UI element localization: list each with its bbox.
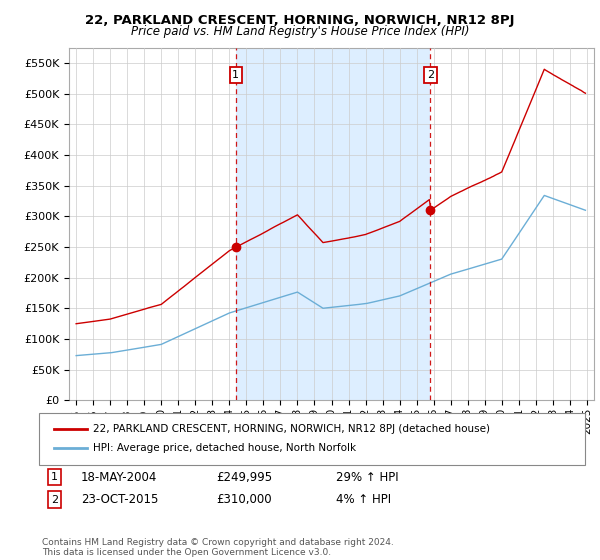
Text: £310,000: £310,000 bbox=[216, 493, 272, 506]
Text: 29% ↑ HPI: 29% ↑ HPI bbox=[336, 470, 398, 484]
Text: 4% ↑ HPI: 4% ↑ HPI bbox=[336, 493, 391, 506]
Text: 1: 1 bbox=[51, 472, 58, 482]
Text: 22, PARKLAND CRESCENT, HORNING, NORWICH, NR12 8PJ: 22, PARKLAND CRESCENT, HORNING, NORWICH,… bbox=[85, 14, 515, 27]
Text: 18-MAY-2004: 18-MAY-2004 bbox=[81, 470, 157, 484]
Bar bbox=[236, 48, 430, 400]
Text: 22, PARKLAND CRESCENT, HORNING, NORWICH, NR12 8PJ (detached house): 22, PARKLAND CRESCENT, HORNING, NORWICH,… bbox=[93, 424, 490, 434]
Text: 23-OCT-2015: 23-OCT-2015 bbox=[81, 493, 158, 506]
Text: 1: 1 bbox=[232, 70, 239, 80]
Text: £249,995: £249,995 bbox=[216, 470, 272, 484]
Text: 2: 2 bbox=[427, 70, 434, 80]
Text: HPI: Average price, detached house, North Norfolk: HPI: Average price, detached house, Nort… bbox=[93, 443, 356, 453]
Text: Price paid vs. HM Land Registry's House Price Index (HPI): Price paid vs. HM Land Registry's House … bbox=[131, 25, 469, 38]
Text: 2: 2 bbox=[51, 494, 58, 505]
Text: Contains HM Land Registry data © Crown copyright and database right 2024.
This d: Contains HM Land Registry data © Crown c… bbox=[42, 538, 394, 557]
